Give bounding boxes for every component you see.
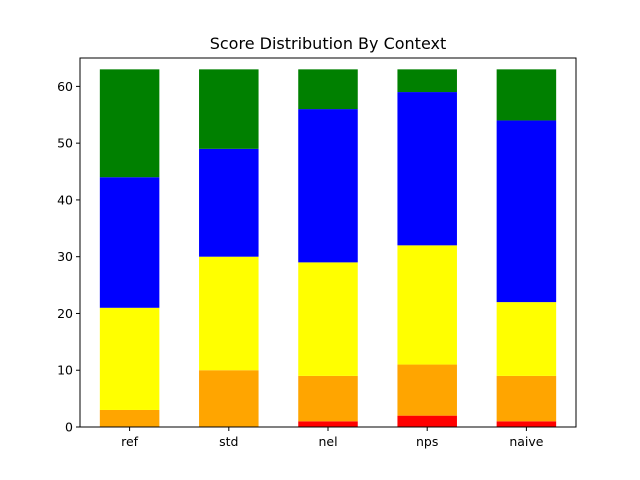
- y-tick-label: 60: [57, 79, 73, 94]
- bar-nps-segment-4: [397, 69, 457, 93]
- y-axis: 0 10 20 30 40 50 60: [57, 79, 80, 435]
- bar-nel-segment-1: [298, 375, 358, 422]
- bar-nps-segment-0: [397, 415, 457, 427]
- x-tick-label: nps: [416, 434, 438, 449]
- x-axis: ref std nel nps naive: [121, 427, 544, 449]
- bar-naive-segment-3: [496, 120, 557, 303]
- bar-nps-segment-2: [397, 245, 457, 365]
- bar-ref-segment-1: [99, 409, 160, 427]
- bar-naive-segment-2: [496, 302, 557, 376]
- bar-std-segment-3: [199, 148, 259, 257]
- bar-naive-segment-0: [496, 421, 557, 427]
- bar-naive-segment-4: [496, 69, 557, 121]
- bar-ref-segment-4: [99, 69, 160, 178]
- x-tick-label: naive: [509, 434, 543, 449]
- y-tick-label: 0: [65, 420, 73, 435]
- bar-nel-segment-4: [298, 69, 358, 110]
- bars-group: [99, 69, 557, 427]
- x-tick-label: std: [219, 434, 238, 449]
- bar-std-segment-4: [199, 69, 259, 149]
- x-tick-label: ref: [121, 434, 139, 449]
- chart-title: Score Distribution By Context: [210, 34, 447, 53]
- y-tick-label: 20: [57, 306, 73, 321]
- bar-ref-segment-3: [99, 177, 160, 308]
- bar-std-segment-2: [199, 256, 259, 371]
- bar-ref-segment-2: [99, 307, 160, 410]
- y-tick-label: 10: [57, 363, 73, 378]
- y-tick-label: 30: [57, 249, 73, 264]
- y-tick-label: 40: [57, 192, 73, 207]
- y-tick-label: 50: [57, 136, 73, 151]
- x-tick-label: nel: [318, 434, 337, 449]
- bar-naive-segment-1: [496, 375, 557, 422]
- bar-std-segment-1: [199, 370, 259, 427]
- bar-nel-segment-3: [298, 109, 358, 263]
- bar-nps-segment-1: [397, 364, 457, 416]
- bar-nps-segment-3: [397, 92, 457, 246]
- bar-nel-segment-2: [298, 262, 358, 376]
- bar-nel-segment-0: [298, 421, 358, 427]
